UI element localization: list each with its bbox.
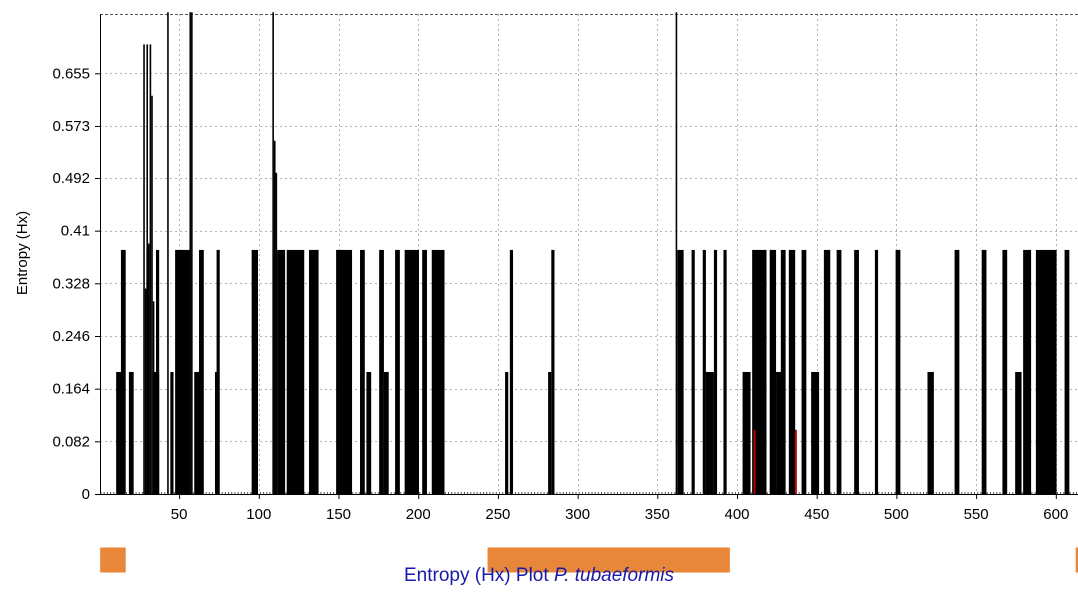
x-tick-label: 100 <box>246 506 271 523</box>
entropy-bar-high <box>723 249 727 494</box>
entropy-bar-high <box>1064 249 1070 494</box>
y-tick-labels: 0 0.082 0.164 0.246 0.328 0.41 0.492 0.573 0.655 <box>52 65 100 503</box>
entropy-bar-low <box>742 371 751 494</box>
x-tick-label: 500 <box>884 506 909 523</box>
entropy-bar-low <box>194 371 201 494</box>
y-tick-label: 0.328 <box>52 275 90 292</box>
annotated-region <box>100 547 126 573</box>
entropy-bar-high <box>702 249 706 494</box>
entropy-bar-low <box>366 371 372 494</box>
entropy-bar-high <box>854 249 859 494</box>
entropy-bar-high <box>981 249 987 494</box>
entropy-bar-low <box>170 371 174 494</box>
x-tick-labels: 50 100 150 200 250 300 350 400 450 500 550 600 <box>171 494 1068 523</box>
axes <box>100 14 1078 495</box>
annotated-region <box>1075 547 1078 573</box>
entropy-bar-high <box>422 249 427 494</box>
entropy-bar-high <box>895 249 901 494</box>
x-tick-label: 450 <box>804 506 829 523</box>
y-tick-label: 0.41 <box>61 223 90 240</box>
x-tick-label: 300 <box>565 506 590 523</box>
entropy-bar-high <box>801 249 807 494</box>
entropy-bar-high <box>199 249 204 494</box>
entropy-bar-high <box>431 249 445 494</box>
entropy-bar-low <box>811 371 820 494</box>
x-tick-label: 550 <box>964 506 989 523</box>
entropy-bar-high <box>120 249 126 494</box>
y-tick-label: 0.164 <box>52 381 90 398</box>
entropy-bar-high <box>691 249 695 494</box>
entropy-bar-low <box>548 371 552 494</box>
entropy-bar-low <box>776 371 783 494</box>
entropy-bar-low <box>116 371 123 494</box>
entropy-bar-high <box>251 249 259 494</box>
entropy-bar-high <box>155 249 160 494</box>
grid <box>100 14 1078 494</box>
entropy-bar-high <box>788 249 796 494</box>
entropy-bar-high <box>769 249 777 494</box>
y-tick-label: 0.573 <box>52 118 90 135</box>
entropy-bar-low <box>505 371 509 494</box>
chart-title: Entropy (Hx) Plot P. tubaeformis <box>0 565 1078 587</box>
entropy-bar-low <box>705 371 714 494</box>
x-tick-label: 400 <box>724 506 749 523</box>
entropy-bar-high <box>713 249 718 494</box>
entropy-bar-high <box>780 249 786 494</box>
entropy-bar-high <box>1023 249 1032 494</box>
chart-title-prefix: Entropy (Hx) Plot <box>404 565 549 586</box>
y-axis-label: Entropy (Hx) <box>14 211 31 295</box>
chart-title-species: P. tubaeformis <box>553 565 674 586</box>
region-track <box>100 547 1078 573</box>
entropy-bar-high <box>404 249 419 494</box>
annotated-region <box>487 547 730 573</box>
entropy-bar-high <box>954 249 960 494</box>
entropy-bar-high <box>677 249 684 494</box>
y-tick-label: 0.246 <box>52 328 90 345</box>
entropy-bar-low <box>128 371 134 494</box>
entropy-bar-high <box>509 249 514 494</box>
bars <box>100 12 1078 494</box>
y-tick-label: 0.492 <box>52 170 90 187</box>
entropy-bar-low <box>927 371 934 494</box>
entropy-bar-low <box>383 371 389 494</box>
entropy-bar-high <box>823 249 831 494</box>
entropy-bar-high <box>216 249 220 494</box>
y-tick-label: 0.655 <box>52 65 90 82</box>
entropy-bar-high <box>395 249 400 494</box>
entropy-bar-high <box>752 249 767 494</box>
entropy-bar-high <box>379 249 384 494</box>
entropy-bar-high <box>175 249 190 494</box>
entropy-bar-high <box>551 249 555 494</box>
entropy-bar-high <box>1002 249 1008 494</box>
entropy-bar-high <box>836 249 842 494</box>
entropy-bar-high <box>360 249 365 494</box>
x-tick-label: 250 <box>485 506 510 523</box>
y-tick-label: 0 <box>82 486 90 503</box>
x-tick-label: 350 <box>645 506 670 523</box>
entropy-bar-high <box>277 249 286 494</box>
entropy-bar-high <box>874 249 879 494</box>
x-tick-label: 50 <box>171 506 188 523</box>
x-tick-label: 200 <box>406 506 431 523</box>
x-tick-label: 150 <box>326 506 351 523</box>
x-tick-label: 600 <box>1043 506 1068 523</box>
y-tick-label: 0.082 <box>52 433 90 450</box>
entropy-bar-high <box>309 249 319 494</box>
entropy-bar-high <box>336 249 353 494</box>
entropy-bar-high <box>286 249 305 494</box>
entropy-bar-high <box>1035 249 1057 494</box>
entropy-bar-low <box>1015 371 1022 494</box>
